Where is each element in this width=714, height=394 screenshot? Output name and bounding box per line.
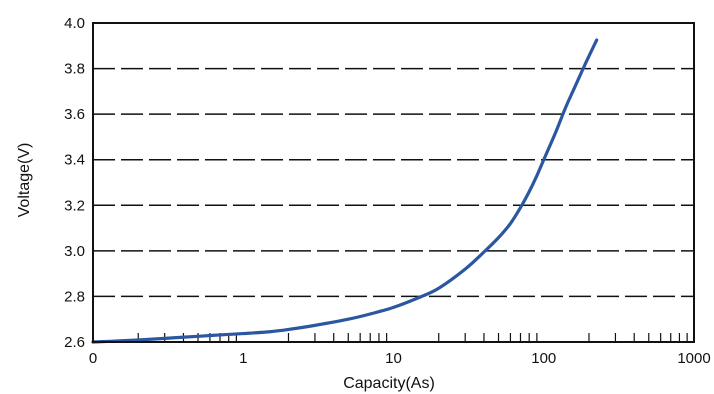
y-axis-label: Voltage(V) bbox=[16, 143, 33, 218]
grid-lines bbox=[93, 67, 694, 298]
y-tick-labels: 2.6 2.8 3.0 3.2 3.4 3.6 3.8 4.0 bbox=[64, 15, 85, 351]
y-tick-label: 2.8 bbox=[64, 288, 85, 305]
y-tick-label: 3.2 bbox=[64, 197, 85, 214]
series-layer bbox=[91, 38, 599, 344]
y-tick-label: 3.0 bbox=[64, 243, 85, 260]
x-tick-labels: 0 1 10 100 1000 bbox=[89, 350, 711, 367]
x-tick-label: 100 bbox=[531, 350, 556, 367]
x-tick-label: 10 bbox=[385, 350, 402, 367]
y-tick-label: 3.4 bbox=[64, 152, 85, 169]
series-line-0 bbox=[91, 38, 599, 344]
x-minor-ticks bbox=[137, 333, 688, 342]
x-axis-label: Capacity(As) bbox=[343, 375, 435, 392]
plot-frame bbox=[92, 22, 695, 343]
y-tick-label: 3.8 bbox=[64, 61, 85, 78]
x-tick-label: 1 bbox=[239, 350, 247, 367]
x-tick-label: 1000 bbox=[677, 350, 710, 367]
y-tick-label: 2.6 bbox=[64, 334, 85, 351]
y-tick-label: 3.6 bbox=[64, 106, 85, 123]
x-tick-label: 0 bbox=[89, 350, 97, 367]
y-tick-label: 4.0 bbox=[64, 15, 85, 32]
